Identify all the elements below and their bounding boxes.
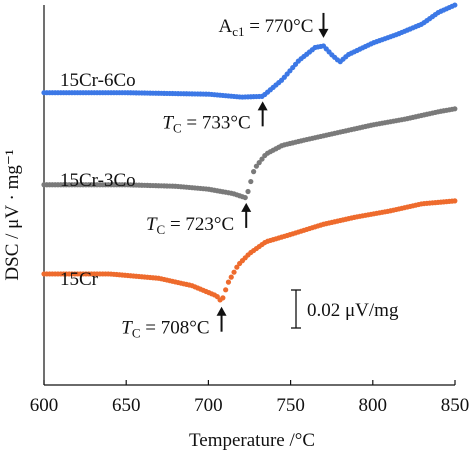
- x-tick-label: 600: [30, 395, 59, 416]
- series-point: [248, 178, 254, 185]
- series-point: [220, 295, 226, 301]
- series-point: [253, 163, 260, 169]
- series-point: [242, 194, 248, 201]
- series-point: [228, 274, 234, 280]
- arrow-up-head: [241, 202, 252, 212]
- series-point: [234, 264, 240, 270]
- series-point: [452, 198, 458, 204]
- annotation-label: TC = 723°C: [146, 214, 234, 237]
- annotation-layer: 15Cr-6Co TC = 733°C Ac1 = 770°C 15Cr-3Co TC …: [60, 12, 329, 341]
- x-tick-label: 750: [276, 395, 305, 416]
- series-point: [251, 169, 257, 175]
- series-15cr-6co: [41, 2, 458, 100]
- x-axis-label: Temperature /°C: [189, 430, 315, 451]
- series-label: 15Cr: [60, 269, 99, 290]
- axes: 600 650 700 750 800 850: [30, 5, 470, 416]
- x-tick-label: 700: [194, 395, 223, 416]
- series-point: [231, 269, 237, 275]
- annotation-label: Ac1 = 770°C: [218, 16, 313, 39]
- series-point: [452, 2, 458, 8]
- x-tick-label: 650: [112, 395, 141, 416]
- arrow-down-head: [318, 28, 329, 38]
- scale-bar: 0.02 μV/mg: [291, 289, 399, 329]
- series-point: [225, 279, 232, 285]
- scale-bar-label: 0.02 μV/mg: [307, 300, 399, 321]
- series-point: [223, 287, 229, 293]
- series-15cr-3co: [41, 106, 458, 201]
- x-tick-label: 800: [359, 395, 388, 416]
- series-15cr: [41, 198, 458, 303]
- annotation-label: TC = 733°C: [162, 112, 250, 135]
- arrow-up-head: [216, 306, 227, 316]
- y-axis-label: DSC / μV · mg⁻¹: [2, 149, 23, 280]
- annotation-label: TC = 708°C: [121, 318, 209, 341]
- series-label: 15Cr-3Co: [60, 170, 136, 191]
- x-tick-label: 850: [441, 395, 470, 416]
- series-point: [256, 160, 262, 166]
- series-label: 15Cr-6Co: [60, 70, 136, 91]
- series-point: [452, 106, 458, 112]
- series-point: [259, 156, 265, 162]
- series-point: [245, 188, 251, 195]
- arrow-up-head: [257, 101, 268, 111]
- series-layer: [41, 2, 458, 303]
